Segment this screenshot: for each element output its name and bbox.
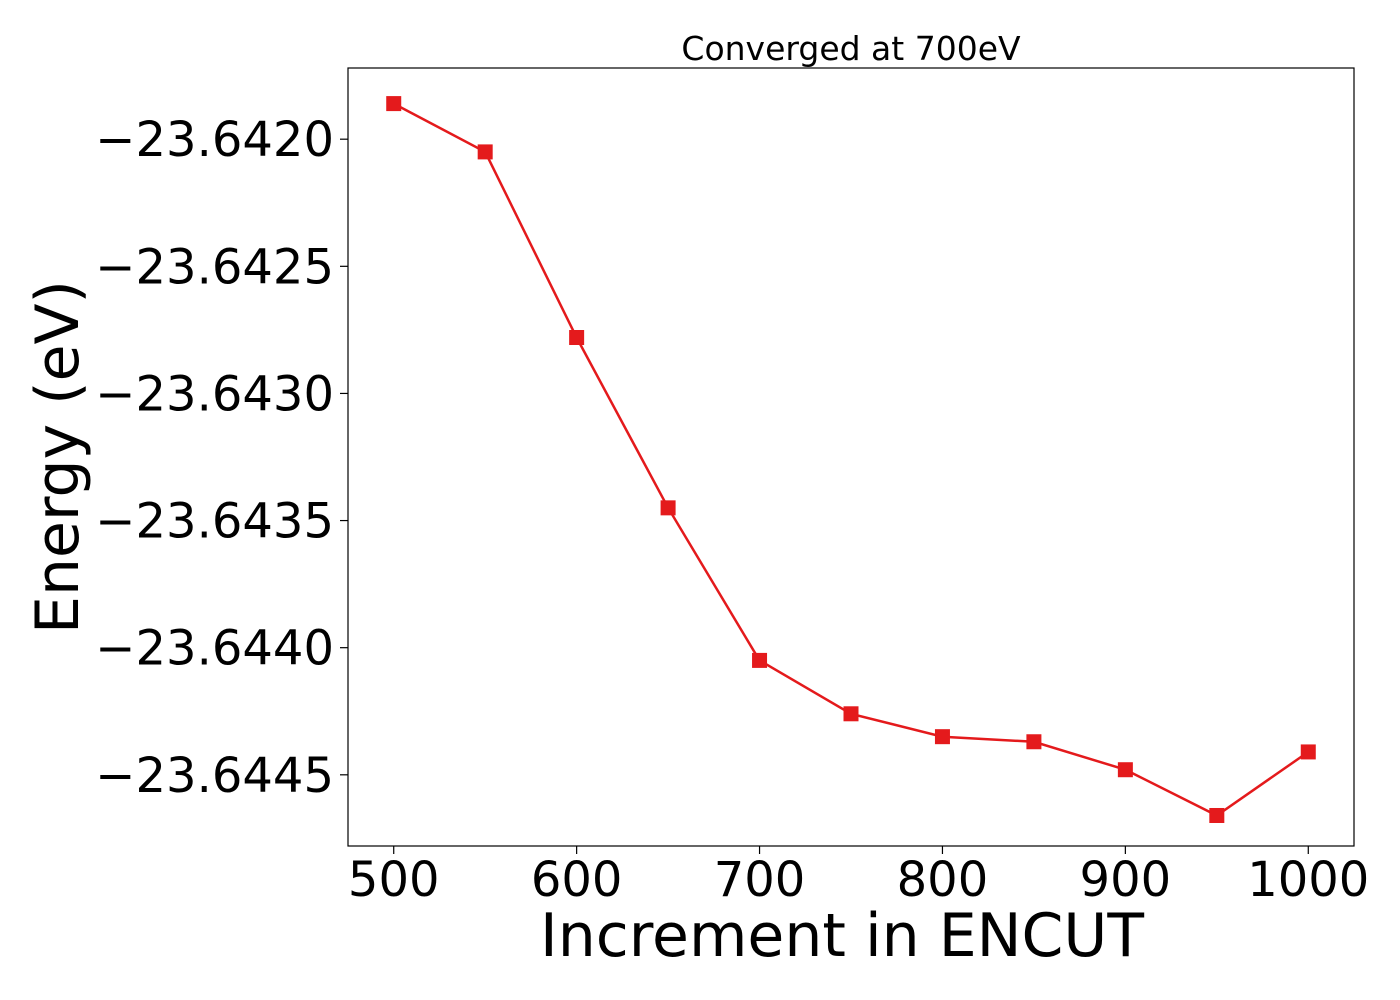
data-point-marker-550 [477,144,493,160]
x-axis-ticks: 500 600 700 800 900 1000 [348,846,1369,908]
y-tick-label: −23.6425 [95,239,334,295]
y-tick-label: −23.6440 [95,621,334,677]
y-tick-label: −23.6435 [95,494,334,550]
series-markers [386,96,1316,823]
data-point-marker-1000 [1300,744,1316,760]
data-point-marker-600 [569,330,585,346]
data-point-marker-900 [1117,762,1133,778]
data-point-marker-500 [386,96,402,112]
x-tick-label: 500 [348,852,440,908]
x-axis-label: Increment in ENCUT [540,901,1144,971]
data-point-marker-950 [1209,807,1225,823]
x-tick-label: 800 [897,852,989,908]
data-point-marker-800 [934,729,950,745]
data-point-marker-750 [843,706,859,722]
data-point-marker-850 [1026,734,1042,750]
chart-title: Converged at 700eV [681,29,1021,68]
y-axis-ticks: −23.6420 −23.6425 −23.6430 −23.6435 −23.6440… [95,112,348,804]
y-tick-label: −23.6445 [95,748,334,804]
plot-area-frame [347,67,1355,847]
y-tick-label: −23.6430 [95,366,334,422]
data-point-marker-700 [752,652,768,668]
data-point-marker-650 [660,500,676,516]
x-tick-label: 900 [1080,852,1172,908]
x-tick-label: 600 [531,852,623,908]
y-tick-label: −23.6420 [95,112,334,168]
y-axis-label: Energy (eV) [23,280,93,634]
x-tick-label: 700 [714,852,806,908]
x-tick-label: 1000 [1247,852,1369,908]
